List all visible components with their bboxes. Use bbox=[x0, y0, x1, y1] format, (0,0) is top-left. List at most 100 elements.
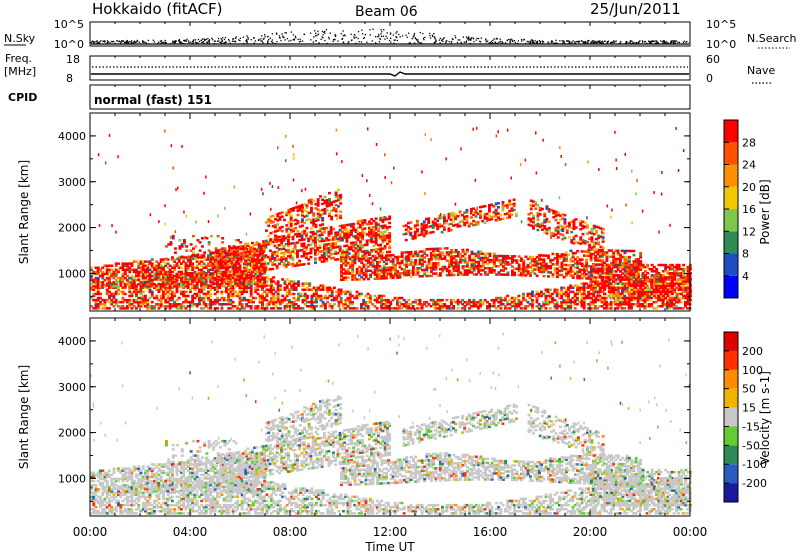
echo-cell bbox=[348, 298, 352, 302]
echo-cell bbox=[418, 266, 422, 270]
echo-cell bbox=[400, 303, 404, 306]
nsky-dot bbox=[344, 34, 346, 36]
echo-cell bbox=[105, 278, 109, 282]
echo-cell bbox=[524, 298, 528, 302]
echo-cell bbox=[463, 300, 467, 304]
echo-cell bbox=[544, 254, 548, 257]
echo-cell bbox=[180, 307, 183, 310]
echo-cell bbox=[234, 282, 237, 285]
echo-cell bbox=[463, 273, 467, 276]
echo-cell bbox=[168, 272, 172, 276]
echo-cell bbox=[226, 266, 230, 269]
echo-cell bbox=[314, 232, 317, 235]
echo-cell bbox=[573, 298, 577, 302]
echo-cell bbox=[168, 288, 172, 291]
echo-cell bbox=[146, 286, 150, 289]
echo-cell bbox=[325, 249, 329, 252]
echo-cell bbox=[350, 241, 353, 245]
nsky-dot bbox=[147, 39, 149, 42]
echo-cell bbox=[168, 296, 172, 300]
echo-cell bbox=[425, 248, 429, 251]
echo-cell bbox=[457, 273, 460, 276]
echo-cell bbox=[234, 274, 237, 278]
echo-cell bbox=[504, 296, 507, 300]
echo-cell bbox=[224, 272, 227, 276]
echo-cell bbox=[376, 263, 379, 266]
nave-label: Nave bbox=[747, 64, 775, 77]
echo-cell bbox=[292, 209, 295, 212]
echo-cell bbox=[164, 270, 168, 274]
echo-cell bbox=[162, 296, 165, 300]
echo-cell bbox=[472, 300, 476, 304]
echo-cell bbox=[121, 296, 125, 300]
echo-cell bbox=[506, 307, 510, 310]
echo-cell bbox=[126, 298, 129, 302]
nsky-dot bbox=[517, 40, 519, 42]
echo-cell bbox=[347, 233, 351, 237]
echo-cell bbox=[648, 296, 651, 300]
echo-cell bbox=[216, 281, 219, 284]
echo-cell bbox=[376, 271, 379, 274]
echo-cell bbox=[139, 303, 143, 306]
echo-cell bbox=[159, 305, 163, 308]
echo-cell bbox=[612, 296, 615, 300]
echo-cell bbox=[283, 305, 287, 308]
nsky-dot bbox=[485, 38, 487, 40]
echo-cell bbox=[432, 298, 435, 302]
echo-cell bbox=[582, 288, 586, 291]
echo-cell bbox=[289, 256, 293, 260]
echo-cell bbox=[411, 300, 415, 304]
echo-cell bbox=[245, 290, 249, 294]
echo-cell bbox=[531, 294, 534, 298]
echo-cell bbox=[630, 303, 633, 306]
echo-cell bbox=[661, 276, 665, 279]
echo-cell bbox=[356, 251, 360, 254]
echo-cell bbox=[329, 226, 333, 229]
echo-cell bbox=[275, 240, 279, 243]
echo-cell bbox=[112, 281, 116, 284]
echo-cell bbox=[279, 307, 282, 310]
echo-cell bbox=[164, 284, 168, 287]
echo-cell bbox=[346, 298, 350, 302]
echo-cell bbox=[396, 307, 399, 310]
echo-cell bbox=[564, 288, 568, 291]
nsky-dot bbox=[443, 37, 445, 39]
echo-cell bbox=[108, 286, 111, 289]
echo-cell bbox=[346, 272, 350, 275]
echo-cell bbox=[130, 276, 134, 280]
nsky-dot bbox=[517, 42, 519, 45]
echo-cell bbox=[363, 243, 367, 247]
nsky-dot bbox=[382, 35, 385, 37]
echo-cell bbox=[360, 261, 364, 265]
echo-cell bbox=[466, 271, 469, 274]
echo-cell bbox=[677, 307, 681, 310]
echo-cell bbox=[558, 296, 561, 300]
echo-cell bbox=[270, 290, 273, 294]
nsky-dot bbox=[663, 41, 665, 43]
echo-cell bbox=[379, 218, 383, 222]
echo-cell bbox=[272, 307, 276, 310]
echo-cell bbox=[681, 278, 685, 281]
echo-cell bbox=[311, 241, 315, 244]
nsky-dot bbox=[194, 41, 197, 43]
echo-cell bbox=[323, 256, 326, 259]
echo-cell bbox=[135, 288, 138, 291]
echo-cell bbox=[380, 298, 384, 302]
echo-cell bbox=[425, 305, 429, 308]
echo-cell bbox=[652, 307, 656, 310]
echo-cell bbox=[430, 268, 433, 271]
echo-cell bbox=[544, 290, 548, 294]
echo-cell bbox=[108, 290, 111, 294]
echo-cell bbox=[207, 262, 210, 265]
echo-cell bbox=[243, 298, 246, 302]
echo-cell bbox=[409, 255, 413, 258]
echo-cell bbox=[684, 305, 687, 308]
echo-cell bbox=[596, 282, 600, 285]
echo-cell bbox=[350, 225, 353, 228]
echo-cell bbox=[204, 285, 208, 288]
echo-cell bbox=[499, 307, 503, 310]
nsky-dot bbox=[414, 37, 417, 40]
nsky-dot bbox=[247, 36, 249, 39]
echo-cell bbox=[114, 278, 118, 282]
nsky-dot bbox=[302, 40, 304, 42]
